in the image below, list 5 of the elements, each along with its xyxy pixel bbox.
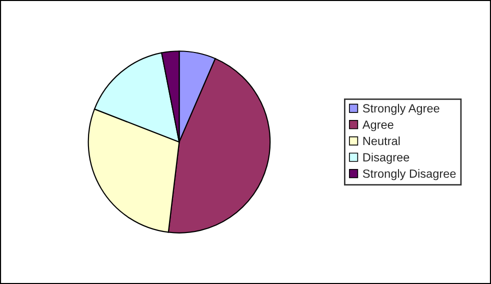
legend-label: Agree xyxy=(362,120,394,132)
legend-label: Strongly Disagree xyxy=(362,169,456,180)
legend-label: Disagree xyxy=(363,152,410,164)
legend-label: Strongly Agree xyxy=(362,104,440,115)
legend-label: Neutral xyxy=(363,136,400,146)
